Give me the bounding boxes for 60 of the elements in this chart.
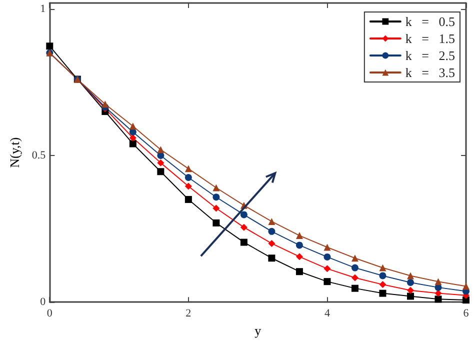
point [296,232,303,240]
point [212,204,220,212]
point [212,184,220,192]
point [268,254,276,262]
x-tick-label: 6 [463,308,470,320]
point [406,272,414,280]
point [434,290,442,297]
point [406,286,414,294]
legend-label: k = 2.5 [405,48,456,63]
point [406,278,414,286]
point [102,100,109,108]
point [434,278,442,286]
point [296,242,303,249]
point [157,146,164,154]
point [212,194,220,201]
point [184,182,192,190]
legend-label: k = 3.5 [405,65,456,80]
point [324,265,331,272]
x-tick-label: 4 [324,308,330,320]
point [434,296,442,303]
point [296,253,303,260]
x-axis-title: y [254,323,262,338]
point [296,268,303,276]
y-tick-label: 0 [40,296,46,308]
point [268,240,276,247]
point [268,228,276,235]
legend-label: k = 0.5 [405,14,456,29]
point [268,218,276,225]
point [240,211,248,218]
point [379,281,386,288]
point [184,174,192,181]
point [351,254,358,262]
y-axis-title: N(y,t) [7,137,22,168]
point [240,238,248,246]
point [157,159,164,166]
point [129,122,136,130]
y-tick-label: 0.5 [32,149,46,162]
point [351,264,358,272]
point [184,196,192,203]
legend-label: k = 1.5 [405,31,456,46]
point [351,284,358,292]
point [379,290,386,297]
point [129,134,136,142]
point [462,282,470,290]
point [379,264,386,272]
point [240,224,248,231]
point [351,274,358,282]
point [212,219,220,226]
x-tick-label: 2 [186,308,192,320]
point [129,140,136,148]
y-tick-label: 1 [40,2,46,15]
point [46,42,54,50]
point [324,278,331,286]
point [324,253,331,260]
point [406,292,414,300]
point [157,168,164,176]
point [324,244,331,251]
point [129,128,136,136]
point [184,165,192,172]
point [379,272,386,280]
